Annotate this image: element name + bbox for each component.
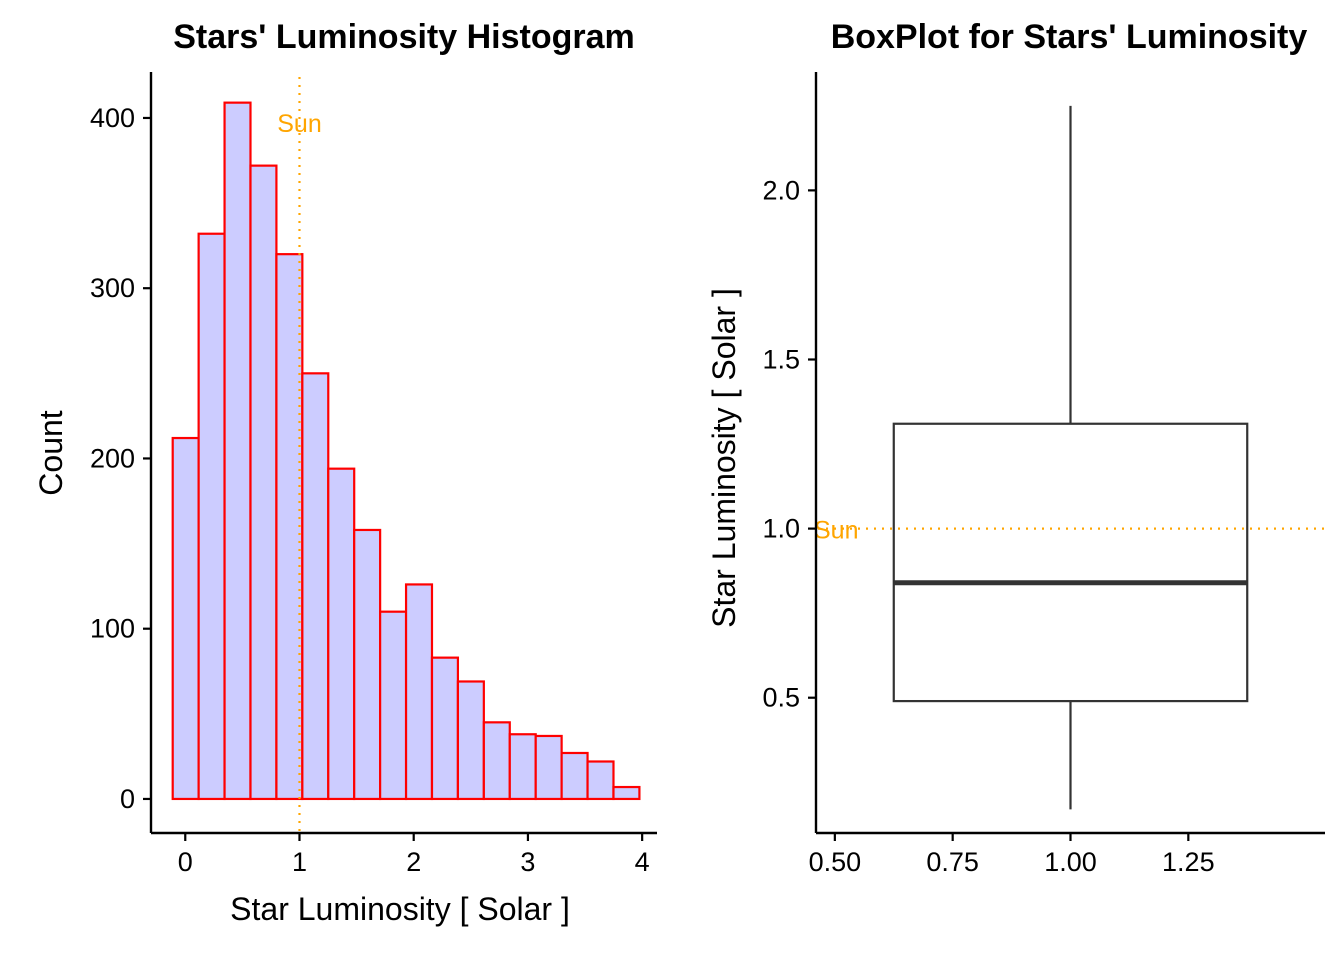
histogram-bar-2 xyxy=(197,232,226,801)
histogram-bar-4 xyxy=(249,164,278,801)
histogram-x-axis-label: Star Luminosity [ Solar ] xyxy=(230,891,570,927)
boxplot-y-tick-label-2: 2.0 xyxy=(762,175,800,205)
boxplot-axes: 0.5 1.0 1.5 2.0 0.50 0.75 1.00 1.25 xyxy=(762,72,1325,877)
boxplot-panel: BoxPlot for Stars' Luminosity Sun 0.5 1.0… xyxy=(706,18,1325,877)
histogram-x-tick-label-4: 4 xyxy=(635,847,650,877)
boxplot-title: BoxPlot for Stars' Luminosity xyxy=(831,18,1308,56)
histogram-bar-12 xyxy=(456,680,485,801)
histogram-bar-15 xyxy=(534,734,563,801)
boxplot-box xyxy=(892,105,1249,810)
histogram-y-tick-label-200: 200 xyxy=(90,443,135,473)
histogram-axes: 0 100 200 300 400 0 1 2 3 4 xyxy=(90,72,657,877)
histogram-bar-10 xyxy=(404,583,434,801)
sun-reference-label: Sun xyxy=(277,110,321,138)
histogram-x-tick-label-2: 2 xyxy=(406,847,421,877)
boxplot-x-tick-label-1: 1.00 xyxy=(1044,847,1097,877)
histogram-panel: Stars' Luminosity Histogram Sun 0 100 200 3… xyxy=(33,18,657,927)
histogram-bars xyxy=(171,101,641,801)
histogram-x-tick-label-1: 1 xyxy=(292,847,307,877)
sun-reference-label-boxplot: Sun xyxy=(814,517,858,545)
histogram-bar-1 xyxy=(171,436,200,801)
boxplot-y-tick-label-1.5: 1.5 xyxy=(762,344,800,374)
histogram-bar-7 xyxy=(327,467,356,801)
boxplot-y-tick-label-0.5: 0.5 xyxy=(762,683,800,713)
histogram-bar-6 xyxy=(301,372,330,801)
histogram-bar-14 xyxy=(508,733,537,801)
histogram-bar-8 xyxy=(353,528,382,801)
histogram-y-tick-label-400: 400 xyxy=(90,103,135,133)
histogram-bar-11 xyxy=(430,656,460,801)
histogram-bar-3 xyxy=(223,101,252,801)
boxplot-x-tick-label-0.75: 0.75 xyxy=(926,847,979,877)
histogram-bar-9 xyxy=(379,610,408,801)
histogram-title: Stars' Luminosity Histogram xyxy=(173,18,635,56)
histogram-y-tick-label-0: 0 xyxy=(120,784,135,814)
boxplot-y-axis-label: Star Luminosity [ Solar ] xyxy=(706,288,742,628)
histogram-bar-18 xyxy=(612,785,641,801)
histogram-bar-17 xyxy=(586,760,615,801)
histogram-y-tick-label-100: 100 xyxy=(90,614,135,644)
histogram-y-tick-label-300: 300 xyxy=(90,273,135,303)
boxplot-x-tick-label-0.5: 0.50 xyxy=(809,847,862,877)
histogram-bar-13 xyxy=(482,721,511,801)
boxplot-x-tick-label-1.25: 1.25 xyxy=(1162,847,1215,877)
interquartile-box xyxy=(892,422,1249,703)
histogram-bar-5 xyxy=(275,253,304,801)
histogram-y-axis-label: Count xyxy=(33,410,69,496)
histogram-x-tick-label-3: 3 xyxy=(520,847,535,877)
histogram-bar-16 xyxy=(560,751,589,801)
boxplot-y-tick-label-1: 1.0 xyxy=(762,514,800,544)
histogram-x-tick-label-0: 0 xyxy=(178,847,193,877)
